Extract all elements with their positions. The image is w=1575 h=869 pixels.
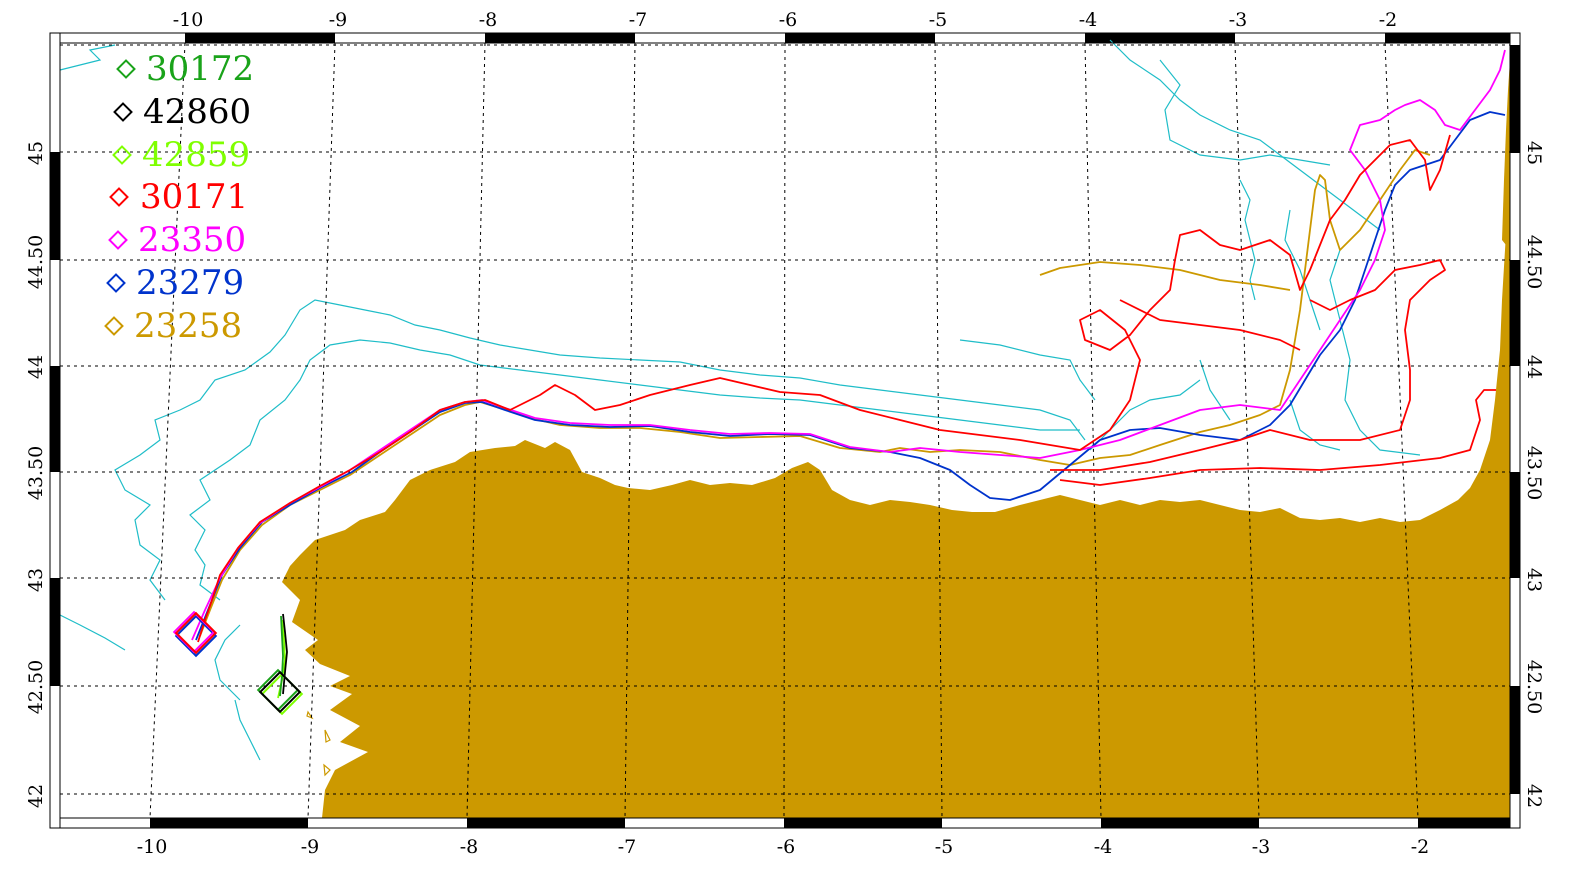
right-tick-label: 43 [1523,568,1545,592]
left-tick-label: 42 [25,784,47,808]
diamond-icon [108,230,128,250]
legend-label-30171: 30171 [140,177,248,217]
left-tick-label: 44.50 [25,235,47,289]
frame-scale-bars [49,32,1521,829]
top-tick-label: -7 [629,9,648,31]
drifter-tracks [191,49,1506,699]
marker-23279 [174,614,218,658]
marker-42860 [258,670,302,714]
left-tick-label: 42.50 [25,660,47,714]
bottom-tick-label: -3 [1252,836,1271,858]
diamond-icon [109,187,129,207]
diamond-icon [106,273,126,293]
bottom-tick-label: -8 [460,836,479,858]
legend-label-23279: 23279 [136,263,244,303]
top-tick-label: -2 [1379,9,1398,31]
island-outlines [306,710,331,777]
bottom-tick-labels: -10 -9 -8 -7 -6 -5 -4 -3 -2 [137,836,1430,858]
legend-label-30172: 30172 [146,49,254,89]
bottom-tick-label: -7 [618,836,637,858]
top-tick-label: -8 [479,9,498,31]
legend-label-42859: 42859 [142,135,250,175]
legend-entry-23350: 23350 [108,220,246,260]
legend: 30172 42860 42859 30171 23350 23279 2325… [104,49,254,346]
top-tick-label: -3 [1229,9,1248,31]
diamond-icon [116,59,136,79]
legend-label-23350: 23350 [138,220,246,260]
diamond-icon [104,316,124,336]
right-tick-label: 45 [1523,141,1545,165]
right-tick-label: 44 [1523,355,1545,379]
left-tick-label: 43.50 [25,446,47,500]
bottom-tick-label: -2 [1411,836,1430,858]
left-tick-label: 45 [25,141,47,165]
track-30172 [279,615,284,697]
bottom-tick-label: -4 [1094,836,1113,858]
diamond-icon [112,145,132,165]
right-tick-label: 42.50 [1523,660,1545,714]
legend-entry-42860: 42860 [113,92,251,132]
diamond-icon [113,102,133,122]
left-tick-label: 43 [25,568,47,592]
bottom-tick-label: -6 [777,836,796,858]
top-tick-label: -4 [1079,9,1098,31]
track-42860 [282,613,288,695]
right-tick-label: 44.50 [1523,235,1545,289]
right-tick-labels: 45 44.50 44 43.50 43 42.50 42 [1523,141,1545,808]
legend-label-23258: 23258 [134,306,242,346]
top-tick-labels: -10 -9 -8 -7 -6 -5 -4 -3 -2 [173,9,1398,31]
track-23350 [191,49,1506,641]
legend-entry-30172: 30172 [116,49,254,89]
legend-label-42860: 42860 [143,92,251,132]
left-tick-label: 44 [25,355,47,379]
track-30171 [197,134,1496,643]
top-tick-label: -5 [929,9,948,31]
deployment-markers [172,610,304,716]
legend-entry-23258: 23258 [104,306,242,346]
marker-30171 [174,611,218,655]
bottom-tick-label: -9 [301,836,320,858]
map-border [59,42,1511,819]
right-tick-label: 42 [1523,784,1545,808]
left-tick-labels: 45 44.50 44 43.50 43 42.50 42 [25,141,47,808]
top-tick-label: -10 [173,9,204,31]
land-sliver-east [1502,60,1510,250]
legend-entry-23279: 23279 [106,263,244,303]
bottom-tick-label: -10 [137,836,168,858]
right-tick-label: 43.50 [1523,446,1545,500]
legend-entry-30171: 30171 [109,177,248,217]
bottom-tick-label: -5 [935,836,954,858]
top-tick-label: -9 [329,9,348,31]
land-mass [282,180,1510,818]
legend-entry-42859: 42859 [112,135,250,175]
top-tick-label: -6 [779,9,798,31]
